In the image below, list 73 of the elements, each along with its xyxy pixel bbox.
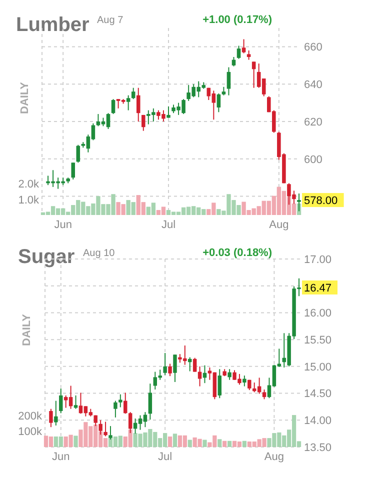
candlestick <box>59 388 63 414</box>
chart-subtitle: Aug 7 <box>97 15 124 26</box>
y2-tick-label: 200k <box>18 410 42 423</box>
annotation: +0.03 (0.18%) <box>202 247 272 259</box>
x-tick-label: Jun <box>54 219 72 231</box>
bar <box>172 434 178 447</box>
candlestick <box>166 106 170 118</box>
y-tick-label: 13.50 <box>304 442 332 454</box>
candlestick <box>163 352 167 376</box>
candlestick <box>74 394 78 410</box>
text: 16.47 <box>304 282 332 294</box>
candlestick <box>242 38 246 54</box>
candlestick <box>131 87 136 100</box>
text: 578.00 <box>304 194 338 207</box>
text: DAILY <box>19 81 31 114</box>
bar <box>168 436 172 447</box>
candlestick <box>216 92 221 113</box>
candlestick <box>242 375 246 387</box>
x-tick-label: Aug <box>264 451 284 463</box>
candlestick <box>228 368 232 380</box>
y-tick-label: 15.00 <box>304 361 332 374</box>
y-tick-label: 15.50 <box>304 334 332 346</box>
candlestick <box>148 383 152 420</box>
candlestick <box>124 392 128 414</box>
candlestick <box>262 389 266 400</box>
y2-tick-label: 100k <box>18 426 42 438</box>
chart-subtitle: Aug 10 <box>83 248 116 259</box>
chart-title: Sugar <box>18 246 75 268</box>
candlestick <box>114 400 118 418</box>
bar <box>74 436 78 447</box>
bar <box>202 440 207 447</box>
candlestick <box>71 162 76 180</box>
x-tick-label: Jul <box>158 451 172 463</box>
candlestick <box>232 56 236 67</box>
y2-tick-label: 1.0k <box>18 194 40 206</box>
y-tick-label: 17.00 <box>304 254 332 266</box>
candlestick <box>236 45 241 60</box>
bar <box>242 440 246 447</box>
chart-title: Lumber <box>16 14 90 36</box>
candlestick <box>252 61 256 88</box>
candlestick <box>76 144 80 164</box>
candlestick <box>49 408 53 428</box>
candlestick <box>142 114 146 132</box>
y-tick-label: 600 <box>304 154 322 166</box>
candlestick <box>226 66 231 96</box>
candlestick <box>173 354 177 383</box>
y-tick-label: 14.00 <box>304 414 332 427</box>
bar <box>222 440 227 447</box>
candlestick <box>111 98 116 115</box>
candlestick <box>218 368 222 399</box>
y2-tick-label: 2.0k <box>18 178 40 191</box>
text: DAILY <box>21 313 33 346</box>
y-tick-label: 14.50 <box>304 388 332 400</box>
candlestick <box>104 421 108 437</box>
bar <box>188 440 192 447</box>
candlestick <box>192 357 197 372</box>
y-tick-label: 16.00 <box>304 308 332 320</box>
candlestick <box>246 50 251 60</box>
bar <box>218 439 222 447</box>
x-tick-label: Jul <box>161 219 176 231</box>
y-tick-label: 620 <box>304 116 322 128</box>
y-tick-label: 640 <box>304 78 322 91</box>
candlestick <box>198 366 202 387</box>
bar <box>227 440 232 447</box>
candlestick <box>126 94 130 111</box>
candlestick <box>118 394 122 408</box>
text: +1.00 (0.17%) <box>202 14 272 26</box>
candlestick <box>136 87 140 122</box>
x-tick-label: Aug <box>269 219 289 231</box>
x-tick-label: Jun <box>52 451 70 463</box>
candlestick <box>54 400 58 426</box>
y-tick-label: 660 <box>304 42 322 54</box>
candlestick <box>168 363 172 377</box>
